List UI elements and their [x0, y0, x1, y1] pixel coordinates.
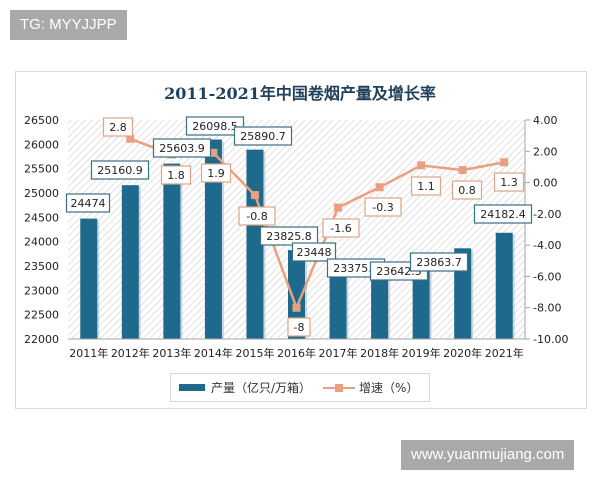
legend-bar-label: 产量（亿只/万箱）: [211, 381, 312, 395]
svg-text:-0.3: -0.3: [372, 201, 393, 214]
left-axis-tick: 22500: [24, 309, 59, 322]
right-axis-tick: -8.00: [533, 302, 561, 315]
bar-data-label: [473, 204, 533, 224]
left-axis-tick: 22000: [24, 333, 59, 346]
x-axis-tick: 2012年: [111, 346, 150, 360]
bar-2013年: [163, 163, 181, 339]
legend-line-label: 增速（%）: [359, 381, 419, 395]
svg-text:1.3: 1.3: [500, 176, 518, 189]
legend: 产量（亿只/万箱） 增速（%）: [170, 373, 430, 402]
legend-bar-swatch-icon: [179, 384, 205, 391]
svg-text:26098.5: 26098.5: [192, 120, 238, 133]
left-axis-tick: 24500: [24, 211, 59, 224]
bar-data-label: [409, 252, 469, 272]
line-data-label: [200, 163, 232, 183]
right-axis-tick: -2.00: [533, 208, 561, 221]
right-axis-tick: 4.00: [533, 114, 558, 127]
line-data-label: [287, 317, 311, 337]
svg-text:23375.6: 23375.6: [333, 262, 379, 275]
line-data-label: [493, 172, 525, 192]
right-axis-tick: -6.00: [533, 270, 561, 283]
left-axis-tick: 25500: [24, 163, 59, 176]
svg-text:24182.4: 24182.4: [480, 208, 526, 221]
right-axis-tick: 2.00: [533, 145, 558, 158]
x-axis-tick: 2021年: [485, 346, 524, 360]
svg-text:25160.9: 25160.9: [97, 164, 143, 177]
bar-data-label: [291, 242, 337, 262]
left-axis-tick: 26000: [24, 138, 59, 151]
bar-data-label: [65, 193, 111, 213]
bar-data-label: [233, 126, 293, 146]
right-axis-tick: -4.00: [533, 239, 561, 252]
bar-data-label: [185, 116, 245, 136]
line-data-label: [322, 218, 360, 238]
line-data-label: [451, 180, 483, 200]
left-axis-tick: 23000: [24, 284, 59, 297]
left-axis-tick: 24000: [24, 236, 59, 249]
chart-title: 2011-2021年中国卷烟产量及增长率: [164, 84, 436, 103]
right-axis-tick: -10.00: [533, 333, 568, 346]
svg-text:0.8: 0.8: [458, 184, 476, 197]
x-axis-tick: 2013年: [152, 346, 191, 360]
svg-text:24474: 24474: [71, 197, 106, 210]
bar-2012年: [121, 185, 139, 339]
bar-2021年: [495, 232, 513, 339]
x-axis-tick: 2019年: [402, 346, 441, 360]
line-data-label: [364, 197, 402, 217]
line-data-label: [160, 165, 192, 185]
bar-2014年: [204, 139, 222, 339]
left-axis-tick: 23500: [24, 260, 59, 273]
svg-text:1.8: 1.8: [167, 169, 185, 182]
bar-2015年: [246, 149, 264, 339]
bar-data-label: [90, 160, 150, 180]
svg-text:-0.8: -0.8: [246, 210, 267, 223]
x-axis-tick: 2015年: [235, 346, 274, 360]
watermark-bottom: www.yuanmujiang.com: [401, 440, 575, 470]
bar-2011年: [80, 218, 98, 339]
svg-text:23863.7: 23863.7: [416, 256, 462, 269]
svg-text:25603.9: 25603.9: [159, 142, 205, 155]
bar-2018年: [371, 272, 389, 339]
x-axis-tick: 2018年: [360, 346, 399, 360]
x-axis-tick: 2020年: [443, 346, 482, 360]
bar-2016年: [288, 250, 305, 339]
bar-2017年: [329, 268, 347, 339]
left-axis-tick: 25000: [24, 187, 59, 200]
x-axis-tick: 2016年: [277, 346, 316, 360]
svg-text:-1.6: -1.6: [330, 222, 351, 235]
svg-text:-8: -8: [294, 321, 305, 334]
left-axis-tick: 26500: [24, 114, 59, 127]
bar-data-label: [259, 226, 319, 246]
bar-data-label: [152, 138, 212, 158]
svg-text:23825.8: 23825.8: [266, 230, 312, 243]
svg-text:23448: 23448: [297, 246, 332, 259]
line-data-label: [238, 206, 276, 226]
watermark-top: TG: MYYJJPP: [10, 10, 127, 40]
line-data-label: [410, 176, 442, 196]
bar-series: [80, 139, 515, 339]
svg-text:25890.7: 25890.7: [240, 130, 286, 143]
svg-text:1.1: 1.1: [417, 180, 435, 193]
svg-text:1.9: 1.9: [207, 167, 225, 180]
right-axis-tick: 0.00: [533, 177, 558, 190]
line-data-label: [102, 117, 134, 137]
axes: 26500 26000 25500 25000 24500 24000 23500 23000…: [24, 114, 568, 360]
x-axis-tick: 2017年: [319, 346, 358, 360]
legend-line-swatch-icon: [323, 383, 356, 393]
x-axis-tick: 2014年: [194, 346, 233, 360]
x-axis-tick: 2011年: [69, 346, 108, 360]
svg-text:2.8: 2.8: [109, 121, 127, 134]
